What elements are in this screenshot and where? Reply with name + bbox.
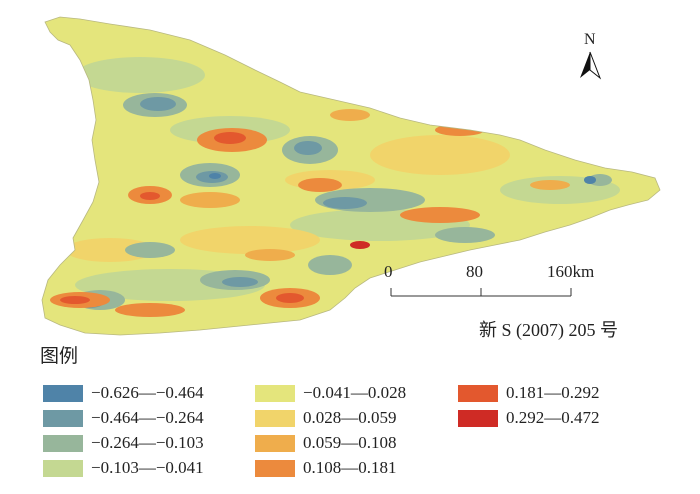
legend-label: 0.181—0.292 — [506, 383, 600, 402]
north-arrow-label: N — [584, 31, 596, 48]
legend-item: −0.464—−0.264 — [43, 408, 204, 428]
legend-item: 0.108—0.181 — [255, 458, 397, 478]
legend-label: −0.626—−0.464 — [91, 383, 204, 402]
legend-item: −0.626—−0.464 — [43, 383, 204, 403]
legend-swatch — [458, 384, 498, 402]
legend-swatch — [43, 459, 83, 477]
map-approval-number: 新 S (2007) 205 号 — [479, 320, 618, 340]
legend-label: −0.464—−0.264 — [91, 408, 204, 427]
legend-item: −0.041—0.028 — [255, 383, 406, 403]
legend-swatch — [458, 409, 498, 427]
legend-item: 0.059—0.108 — [255, 433, 397, 453]
legend-swatch — [43, 409, 83, 427]
scale-tick-80: 80 — [466, 262, 483, 281]
legend-swatch — [255, 434, 295, 452]
legend-item: −0.264—−0.103 — [43, 433, 204, 453]
legend-label: 0.108—0.181 — [303, 458, 397, 477]
scale-tick-160km: 160km — [547, 262, 595, 281]
legend-swatch — [255, 409, 295, 427]
north-arrow-icon — [580, 51, 602, 80]
legend-title: 图例 — [40, 345, 79, 367]
legend-label: 0.059—0.108 — [303, 433, 397, 452]
legend-swatch — [43, 434, 83, 452]
legend-swatch — [43, 384, 83, 402]
legend-label: 0.028—0.059 — [303, 408, 397, 427]
legend-item: 0.292—0.472 — [458, 408, 600, 428]
legend-swatch — [255, 459, 295, 477]
scale-tick-0: 0 — [384, 262, 393, 281]
raster-map — [42, 17, 660, 335]
legend-label: −0.103—−0.041 — [91, 458, 204, 477]
legend-swatch — [255, 384, 295, 402]
legend-label: −0.264—−0.103 — [91, 433, 204, 452]
legend-label: −0.041—0.028 — [303, 383, 407, 402]
legend-item: 0.028—0.059 — [255, 408, 397, 428]
scale-bar — [390, 288, 572, 297]
legend-item: 0.181—0.292 — [458, 383, 600, 403]
legend-label: 0.292—0.472 — [506, 408, 600, 427]
region-boundary — [41, 16, 661, 336]
legend-item: −0.103—−0.041 — [43, 458, 204, 478]
